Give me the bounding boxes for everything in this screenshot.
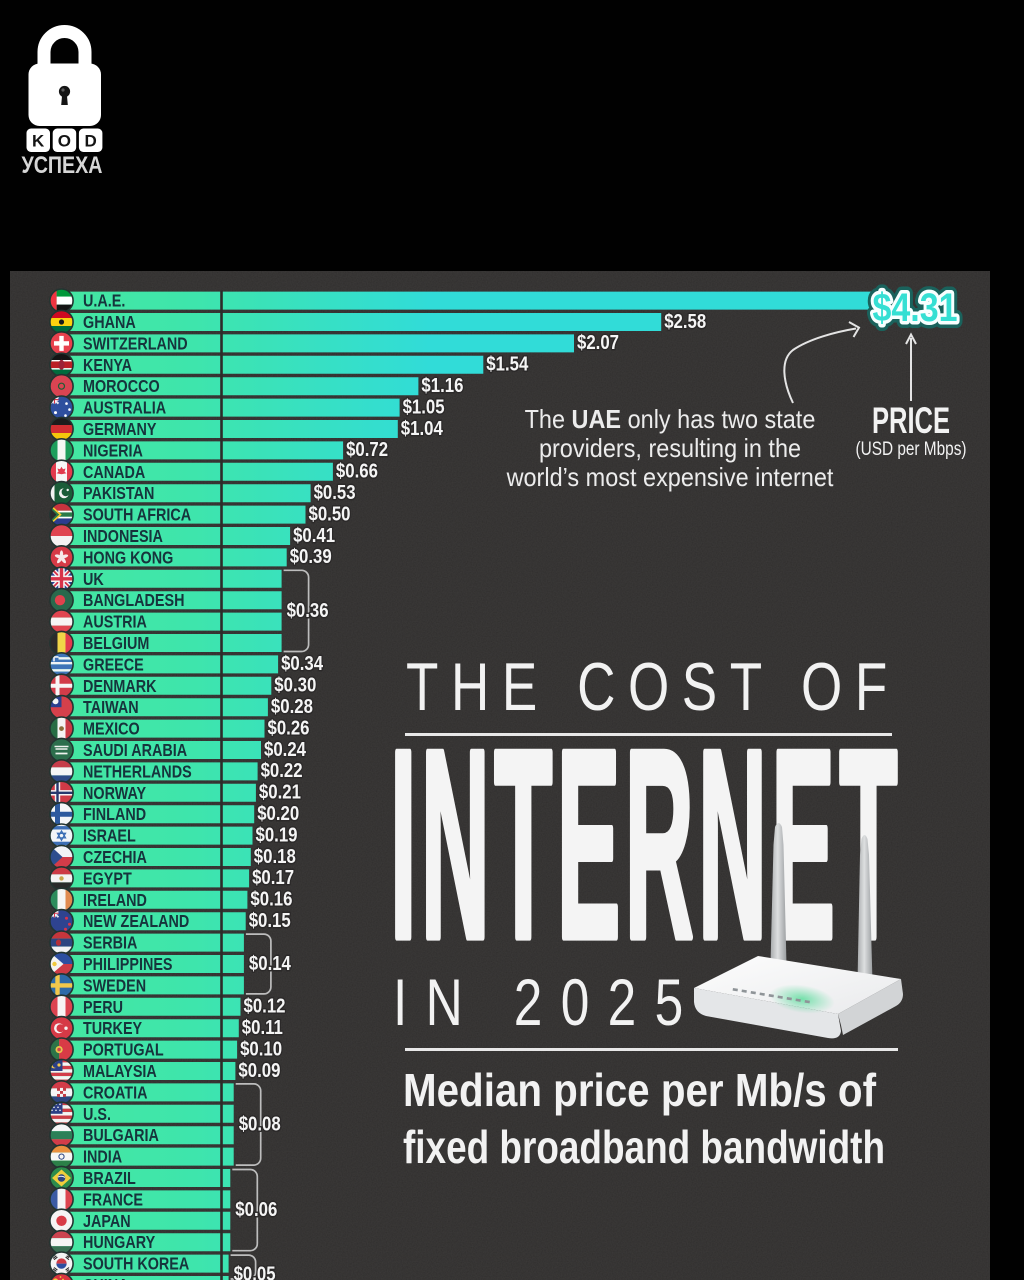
- svg-text:U.S.: U.S.: [83, 1104, 111, 1124]
- svg-text:$0.28: $0.28: [271, 695, 313, 718]
- svg-text:IRELAND: IRELAND: [83, 890, 147, 910]
- svg-text:HUNGARY: HUNGARY: [83, 1233, 155, 1253]
- svg-text:$0.10: $0.10: [240, 1037, 282, 1060]
- svg-text:$0.39: $0.39: [290, 545, 332, 568]
- svg-text:NORWAY: NORWAY: [83, 783, 146, 803]
- svg-text:$1.16: $1.16: [421, 374, 463, 397]
- svg-text:$0.12: $0.12: [244, 994, 286, 1017]
- svg-text:world’s most expensive interne: world’s most expensive internet: [506, 464, 834, 492]
- svg-text:TURKEY: TURKEY: [83, 1019, 142, 1039]
- svg-text:SAUDI ARABIA: SAUDI ARABIA: [83, 741, 187, 761]
- svg-text:SOUTH AFRICA: SOUTH AFRICA: [83, 505, 191, 525]
- svg-text:$4.31: $4.31: [872, 284, 957, 329]
- svg-text:UK: UK: [83, 569, 104, 589]
- svg-text:$0.41: $0.41: [293, 523, 335, 546]
- svg-text:INTERNET: INTERNET: [390, 695, 902, 995]
- svg-text:SERBIA: SERBIA: [83, 933, 138, 953]
- svg-text:$0.05: $0.05: [234, 1262, 276, 1280]
- svg-text:MALAYSIA: MALAYSIA: [83, 1062, 157, 1082]
- svg-text:$0.17: $0.17: [252, 866, 294, 889]
- svg-text:D: D: [84, 132, 96, 151]
- svg-text:The UAE only has two state: The UAE only has two state: [525, 406, 816, 434]
- svg-text:$0.21: $0.21: [259, 780, 301, 803]
- svg-text:$1.54: $1.54: [486, 352, 529, 375]
- svg-text:$2.07: $2.07: [577, 331, 619, 354]
- svg-text:NETHERLANDS: NETHERLANDS: [83, 762, 192, 782]
- svg-text:fixed broadband bandwidth: fixed broadband bandwidth: [403, 1121, 885, 1173]
- svg-text:GERMANY: GERMANY: [83, 420, 157, 440]
- svg-text:$0.30: $0.30: [274, 673, 316, 696]
- svg-text:PRICE: PRICE: [872, 399, 950, 441]
- svg-text:CHINA: CHINA: [83, 1276, 129, 1280]
- svg-text:$4.31: $4.31: [872, 284, 957, 329]
- svg-text:$1.05: $1.05: [403, 395, 445, 418]
- svg-text:HONG KONG: HONG KONG: [83, 548, 173, 568]
- svg-text:$0.11: $0.11: [242, 1016, 283, 1039]
- svg-text:SOUTH KOREA: SOUTH KOREA: [83, 1254, 189, 1274]
- svg-text:$0.22: $0.22: [261, 759, 303, 782]
- svg-text:PHILIPPINES: PHILIPPINES: [83, 955, 173, 975]
- svg-text:FRANCE: FRANCE: [83, 1190, 143, 1210]
- svg-text:NEW ZEALAND: NEW ZEALAND: [83, 912, 189, 932]
- svg-text:SWITZERLAND: SWITZERLAND: [83, 334, 188, 354]
- svg-text:MOROCCO: MOROCCO: [83, 377, 160, 397]
- svg-text:$0.72: $0.72: [346, 438, 388, 461]
- svg-text:INDIA: INDIA: [83, 1147, 122, 1167]
- svg-text:PORTUGAL: PORTUGAL: [83, 1040, 164, 1060]
- svg-text:GHANA: GHANA: [83, 313, 136, 333]
- svg-text:$0.66: $0.66: [336, 459, 378, 482]
- svg-text:(USD per Mbps): (USD per Mbps): [855, 437, 966, 459]
- svg-text:$0.15: $0.15: [249, 909, 291, 932]
- svg-text:DENMARK: DENMARK: [83, 676, 157, 696]
- svg-text:$4.31: $4.31: [872, 284, 957, 329]
- svg-text:$2.58: $2.58: [664, 309, 706, 332]
- svg-text:$0.06: $0.06: [235, 1198, 277, 1221]
- svg-text:$0.08: $0.08: [239, 1112, 281, 1135]
- svg-text:$0.20: $0.20: [257, 802, 299, 825]
- svg-text:CROATIA: CROATIA: [83, 1083, 148, 1103]
- svg-text:AUSTRALIA: AUSTRALIA: [83, 398, 166, 418]
- svg-text:K: K: [32, 132, 45, 151]
- svg-text:IN 2025: IN 2025: [393, 965, 702, 1040]
- svg-text:FINLAND: FINLAND: [83, 805, 146, 825]
- svg-text:THE COST OF: THE COST OF: [406, 649, 887, 725]
- svg-text:$0.16: $0.16: [250, 887, 292, 910]
- svg-text:$0.24: $0.24: [264, 737, 307, 760]
- svg-text:SWEDEN: SWEDEN: [83, 976, 146, 996]
- svg-text:U.A.E.: U.A.E.: [83, 291, 125, 311]
- svg-text:O: O: [58, 132, 71, 151]
- svg-text:BANGLADESH: BANGLADESH: [83, 591, 185, 611]
- svg-text:BRAZIL: BRAZIL: [83, 1169, 136, 1189]
- svg-text:BELGIUM: BELGIUM: [83, 634, 149, 654]
- svg-text:PAKISTAN: PAKISTAN: [83, 484, 154, 504]
- svg-text:CZECHIA: CZECHIA: [83, 848, 147, 868]
- svg-text:KENYA: KENYA: [83, 355, 132, 375]
- svg-text:$0.19: $0.19: [256, 823, 298, 846]
- svg-text:CANADA: CANADA: [83, 462, 146, 482]
- svg-text:providers, resulting in the: providers, resulting in the: [539, 435, 801, 463]
- svg-text:Median price per Mb/s of: Median price per Mb/s of: [403, 1064, 877, 1116]
- svg-text:$0.09: $0.09: [238, 1058, 280, 1081]
- svg-text:PERU: PERU: [83, 997, 123, 1017]
- svg-text:AUSTRIA: AUSTRIA: [83, 612, 147, 632]
- svg-text:$1.04: $1.04: [401, 416, 444, 439]
- svg-text:$0.18: $0.18: [254, 844, 296, 867]
- svg-text:$0.34: $0.34: [281, 652, 324, 675]
- svg-text:$0.14: $0.14: [249, 952, 292, 975]
- svg-text:ISRAEL: ISRAEL: [83, 826, 136, 846]
- svg-text:$0.53: $0.53: [314, 481, 356, 504]
- svg-text:$0.36: $0.36: [287, 598, 329, 621]
- svg-text:УСПЕХА: УСПЕХА: [21, 151, 102, 178]
- svg-text:EGYPT: EGYPT: [83, 869, 132, 889]
- svg-text:$0.26: $0.26: [268, 716, 310, 739]
- svg-text:$0.50: $0.50: [309, 502, 351, 525]
- svg-text:JAPAN: JAPAN: [83, 1211, 131, 1231]
- svg-text:MEXICO: MEXICO: [83, 719, 140, 739]
- svg-text:INDONESIA: INDONESIA: [83, 527, 163, 547]
- svg-text:NIGERIA: NIGERIA: [83, 441, 143, 461]
- svg-text:GREECE: GREECE: [83, 655, 144, 675]
- svg-text:BULGARIA: BULGARIA: [83, 1126, 159, 1146]
- svg-text:TAIWAN: TAIWAN: [83, 698, 139, 718]
